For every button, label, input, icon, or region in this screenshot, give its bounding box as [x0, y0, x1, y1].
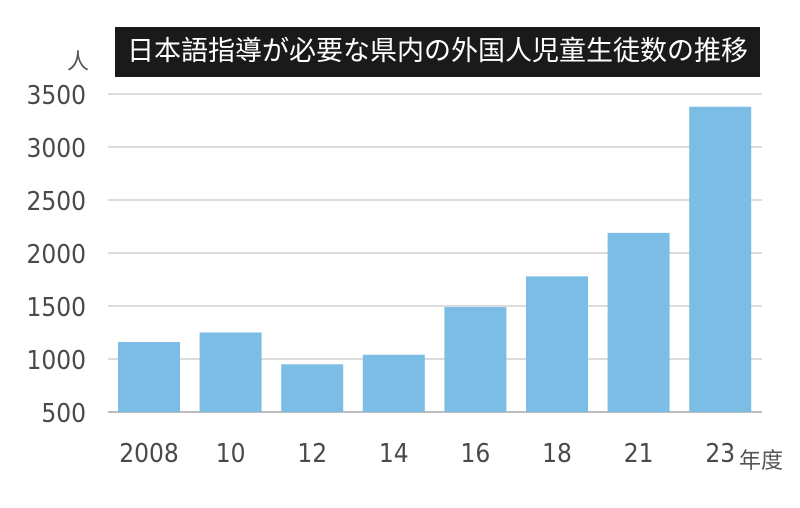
y-axis-unit: 人: [67, 50, 90, 75]
y-tick-label: 2000: [26, 240, 86, 270]
bar-23: [689, 106, 752, 412]
bar-16: [444, 307, 507, 412]
y-tick-labels: 500 1000 1500 2000 2500 3000 3500: [26, 81, 86, 429]
chart-title: 日本語指導が必要な県内の外国人児童生徒数の推移: [115, 27, 760, 77]
y-tick-label: 1000: [26, 346, 86, 376]
x-tick-label: 16: [461, 439, 491, 469]
y-tick-label: 1500: [26, 293, 86, 323]
bar-2008: [118, 342, 180, 412]
bars: [118, 106, 752, 412]
bar-10: [199, 332, 262, 412]
y-tick-label: 3000: [26, 134, 86, 164]
bar-18: [526, 276, 588, 412]
bar-14: [362, 354, 425, 412]
x-tick-labels: 2008 10 12 14 16 18 21 23: [119, 439, 735, 469]
x-tick-label: 23: [705, 439, 735, 469]
x-tick-label: 21: [624, 439, 654, 469]
x-axis-unit: 年度: [739, 449, 784, 474]
x-tick-label: 2008: [119, 439, 179, 469]
y-tick-label: 2500: [26, 187, 86, 217]
x-tick-label: 10: [216, 439, 246, 469]
x-tick-label: 12: [297, 439, 327, 469]
x-tick-label: 18: [542, 439, 572, 469]
bar-21: [607, 232, 670, 412]
bar-12: [281, 364, 344, 412]
x-tick-label: 14: [379, 439, 409, 469]
y-tick-label: 3500: [26, 81, 86, 111]
y-tick-label: 500: [41, 399, 86, 429]
